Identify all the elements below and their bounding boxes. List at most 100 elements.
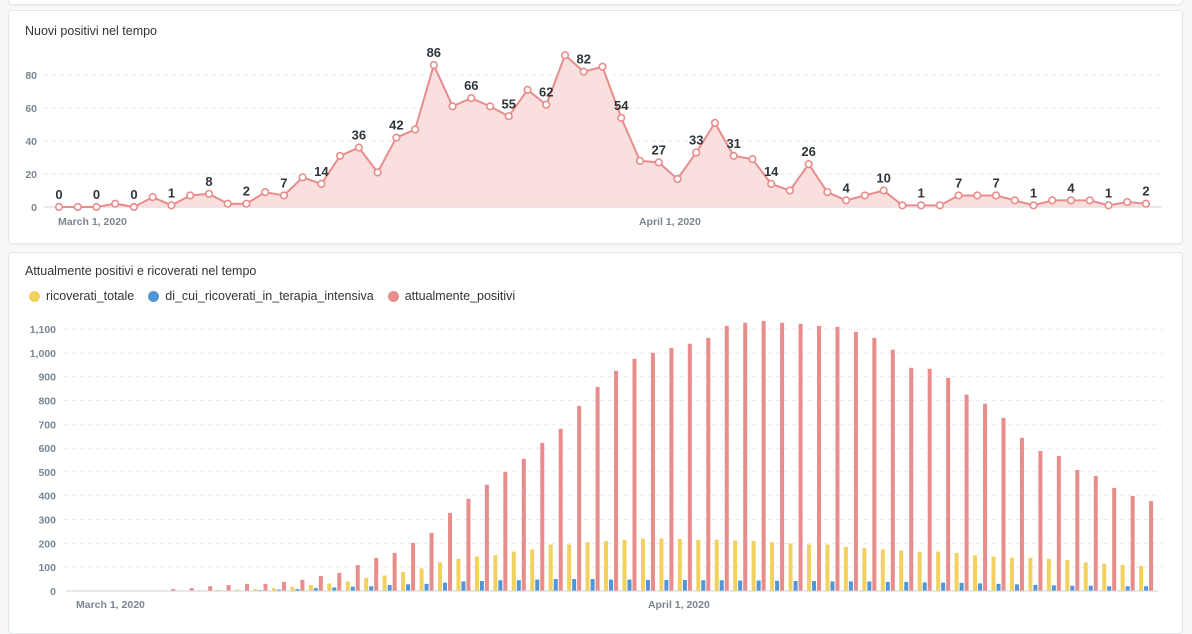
bar-attualmente-positivi [614, 371, 618, 591]
data-point [599, 63, 606, 70]
bar-ricoverati-totale [383, 576, 387, 591]
y-tick-label: 20 [25, 169, 37, 181]
bar-attualmente-positivi [374, 558, 378, 591]
bar-attualmente-positivi [1002, 418, 1006, 591]
bar-di-cui-ricoverati-in-terapia-intensiva [517, 580, 521, 591]
x-tick-label: April 1, 2020 [648, 599, 710, 611]
bar-attualmente-positivi [706, 338, 710, 591]
bar-di-cui-ricoverati-in-terapia-intensiva [1015, 584, 1019, 591]
data-point [1086, 197, 1093, 204]
bar-di-cui-ricoverati-in-terapia-intensiva [425, 584, 429, 591]
y-tick-label: 1,100 [30, 324, 56, 336]
bar-attualmente-positivi [245, 584, 249, 591]
data-label: 66 [464, 78, 478, 93]
bar-di-cui-ricoverati-in-terapia-intensiva [369, 586, 373, 591]
bar-di-cui-ricoverati-in-terapia-intensiva [997, 584, 1001, 591]
data-label: 0 [93, 187, 100, 202]
data-point [187, 192, 194, 199]
data-label: 55 [502, 96, 516, 111]
data-point [1012, 197, 1019, 204]
bar-attualmente-positivi [337, 573, 341, 591]
y-tick-label: 0 [31, 202, 37, 214]
y-tick-label: 700 [38, 419, 56, 431]
bar-ricoverati-totale [641, 539, 645, 591]
bar-ricoverati-totale [512, 552, 516, 591]
data-point [356, 144, 363, 151]
data-label: 7 [955, 175, 962, 190]
bar-attualmente-positivi [965, 395, 969, 591]
bar-attualmente-positivi [559, 429, 563, 591]
bar-ricoverati-totale [1084, 562, 1088, 591]
data-point [1030, 202, 1037, 209]
bar-attualmente-positivi [1112, 488, 1116, 591]
data-point [937, 202, 944, 209]
bar-di-cui-ricoverati-in-terapia-intensiva [646, 580, 650, 591]
data-point [993, 192, 1000, 199]
bar-attualmente-positivi [835, 327, 839, 591]
bar-ricoverati-totale [493, 555, 497, 591]
data-label: 54 [614, 98, 629, 113]
bar-attualmente-positivi [762, 321, 766, 591]
bar-di-cui-ricoverati-in-terapia-intensiva [1033, 585, 1037, 591]
y-tick-label: 200 [38, 538, 56, 550]
data-point [468, 95, 475, 102]
bar-ricoverati-totale [327, 583, 331, 591]
y-tick-label: 0 [50, 586, 56, 598]
data-point [580, 68, 587, 75]
data-label: 1 [1030, 185, 1037, 200]
x-tick-label: April 1, 2020 [639, 216, 701, 228]
bar-attualmente-positivi [725, 326, 729, 591]
bar-attualmente-positivi [946, 378, 950, 591]
bar-ricoverati-totale [604, 541, 608, 591]
bar-attualmente-positivi [430, 533, 434, 591]
bar-attualmente-positivi [743, 323, 747, 591]
y-tick-label: 500 [38, 467, 56, 479]
bar-attualmente-positivi [1094, 476, 1098, 591]
data-label: 7 [992, 175, 999, 190]
bar-ricoverati-totale [475, 556, 479, 591]
bar-ricoverati-totale [1047, 559, 1051, 591]
bar-di-cui-ricoverati-in-terapia-intensiva [1144, 586, 1148, 591]
bar-ricoverati-totale [955, 553, 959, 591]
data-label: 33 [689, 133, 703, 148]
data-point [393, 134, 400, 141]
data-point [337, 153, 344, 160]
bar-di-cui-ricoverati-in-terapia-intensiva [775, 581, 779, 591]
data-point [281, 192, 288, 199]
data-label: 36 [352, 128, 366, 143]
bar-di-cui-ricoverati-in-terapia-intensiva [351, 587, 355, 591]
data-label: 0 [55, 187, 62, 202]
y-tick-label: 40 [25, 136, 37, 148]
bar-ricoverati-totale [1028, 558, 1032, 591]
bar-di-cui-ricoverati-in-terapia-intensiva [332, 587, 336, 591]
bar-di-cui-ricoverati-in-terapia-intensiva [609, 580, 613, 591]
data-point [56, 204, 63, 211]
bar-di-cui-ricoverati-in-terapia-intensiva [388, 585, 392, 591]
data-label: 86 [427, 45, 441, 60]
data-point [1143, 200, 1150, 207]
data-point [299, 174, 306, 181]
bar-attualmente-positivi [411, 543, 415, 591]
bar-ricoverati-totale [420, 568, 424, 591]
bar-attualmente-positivi [780, 323, 784, 591]
data-point [1049, 197, 1056, 204]
bar-attualmente-positivi [1057, 456, 1061, 591]
data-point [637, 158, 644, 165]
bar-di-cui-ricoverati-in-terapia-intensiva [849, 581, 853, 591]
y-tick-label: 300 [38, 515, 56, 527]
bar-attualmente-positivi [983, 404, 987, 591]
data-label: 0 [130, 187, 137, 202]
data-label: 10 [876, 171, 890, 186]
bar-attualmente-positivi [1075, 470, 1079, 591]
bar-ricoverati-totale [899, 551, 903, 591]
bar-ricoverati-totale [1121, 565, 1125, 591]
bar-di-cui-ricoverati-in-terapia-intensiva [886, 582, 890, 591]
bar-ricoverati-totale [844, 547, 848, 591]
bar-di-cui-ricoverati-in-terapia-intensiva [720, 580, 724, 591]
bar-ricoverati-totale [918, 552, 922, 591]
data-point [206, 191, 213, 198]
data-label: 2 [1142, 184, 1149, 199]
bar-attualmente-positivi [208, 586, 212, 591]
bar-attualmente-positivi [393, 553, 397, 591]
data-label: 1 [917, 185, 924, 200]
